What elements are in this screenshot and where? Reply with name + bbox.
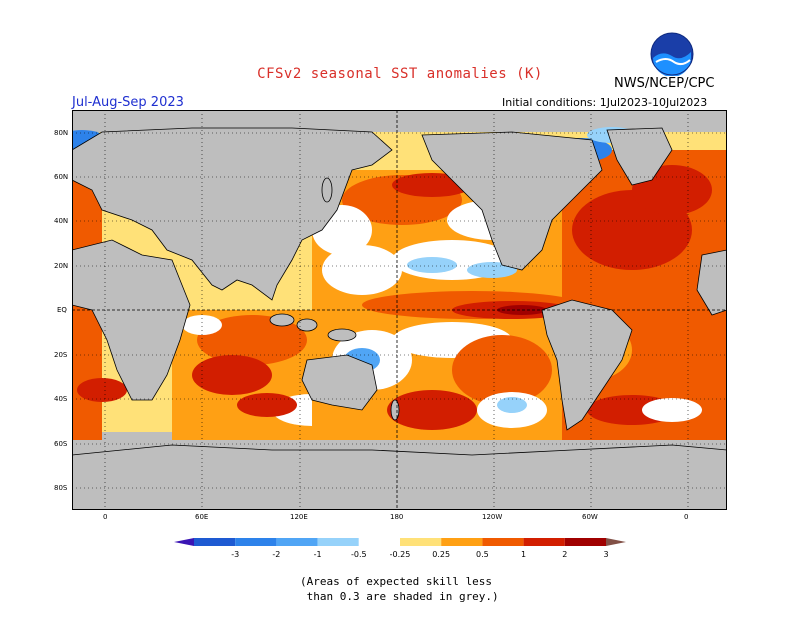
colorbar-swatch — [482, 538, 524, 546]
colorbar-swatch — [194, 538, 236, 546]
lat-label: 60S — [54, 440, 68, 448]
lat-label: 40S — [54, 395, 68, 403]
lat-label: 40N — [54, 217, 69, 225]
colorbar-label: -2 — [272, 550, 280, 559]
pacific-anomalies — [312, 170, 582, 440]
colorbar-label: -3 — [231, 550, 239, 559]
colorbar-label: -0.25 — [390, 550, 411, 559]
antarctica — [72, 444, 727, 510]
greenland — [606, 127, 673, 186]
lat-label: 60N — [54, 173, 69, 181]
lon-label: 120E — [290, 513, 308, 521]
colorbar-swatch — [235, 538, 277, 546]
lat-label: 20N — [54, 262, 69, 270]
initial-conditions-label: Initial conditions: 1Jul2023-10Jul2023 — [502, 96, 708, 109]
colorbar-swatches — [174, 538, 626, 546]
skill-footnote: (Areas of expected skill less than 0.3 a… — [300, 574, 560, 604]
lon-label: 120W — [482, 513, 503, 521]
lon-label: 0 — [103, 513, 108, 521]
colorbar-label: 0.25 — [432, 550, 450, 559]
colorbar-swatch — [400, 538, 442, 546]
eurasia — [72, 127, 393, 301]
lat-label: 20S — [54, 351, 68, 359]
equator-and-dateline — [72, 110, 727, 510]
lat-axis: 80N 60N 40N 20N EQ 20S 40S 60S 80S — [54, 110, 70, 510]
colorbar-swatch — [564, 538, 606, 546]
lat-label: EQ — [57, 306, 67, 314]
australia — [301, 354, 378, 411]
colorbar-swatch — [317, 538, 359, 546]
africa — [72, 239, 191, 401]
colorbar-label: 1 — [521, 550, 526, 559]
colorbar-swatch — [606, 538, 626, 546]
colorbar-swatch — [358, 538, 400, 546]
arctic-low-skill — [72, 110, 727, 132]
colorbar-swatch — [523, 538, 565, 546]
continents — [72, 127, 727, 510]
colorbar-label: 2 — [562, 550, 567, 559]
colorbar: -3 -2 -1 -0.5 -0.25 0.25 0.5 1 2 3 — [174, 538, 626, 559]
sst-anomaly-map: 80N 60N 40N 20N EQ 20S 40S 60S 80S — [72, 110, 727, 510]
north-america — [421, 131, 603, 271]
lon-label: 60W — [582, 513, 598, 521]
lat-label: 80N — [54, 129, 69, 137]
colorbar-label: -0.5 — [351, 550, 367, 559]
noaa-logo-icon — [650, 32, 694, 76]
colorbar-labels: -3 -2 -1 -0.5 -0.25 0.25 0.5 1 2 3 — [231, 550, 608, 559]
footnote-line: (Areas of expected skill less — [300, 575, 493, 588]
footnote-line: than 0.3 are shaded in grey.) — [300, 590, 499, 603]
colorbar-label: -1 — [314, 550, 322, 559]
lon-axis: 0 60E 120E 180 120W 60W 0 — [72, 513, 727, 523]
lon-label: 180 — [390, 513, 404, 521]
south-america — [541, 299, 633, 431]
lat-label: 80S — [54, 484, 68, 492]
colorbar-swatch — [276, 538, 318, 546]
colorbar-swatch — [174, 538, 194, 546]
chart-title: CFSv2 seasonal SST anomalies (K) — [257, 66, 543, 82]
colorbar-label: 3 — [603, 550, 608, 559]
colorbar-swatch — [441, 538, 483, 546]
season-label: Jul-Aug-Sep 2023 — [72, 95, 184, 110]
lon-label: 0 — [684, 513, 689, 521]
agency-label: NWS/NCEP/CPC — [614, 76, 715, 91]
colorbar-label: 0.5 — [476, 550, 489, 559]
lon-label: 60E — [195, 513, 209, 521]
